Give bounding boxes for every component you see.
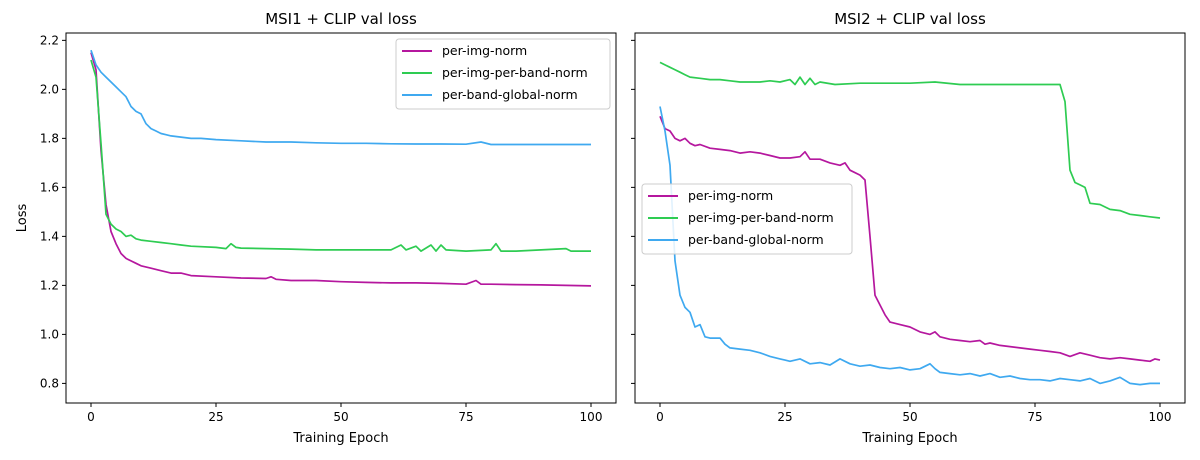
y-tick-label: 1.4 <box>40 229 59 243</box>
x-tick-label: 25 <box>777 410 792 424</box>
x-tick-label: 50 <box>902 410 917 424</box>
x-axis-label: Training Epoch <box>292 431 388 446</box>
chart-title: MSI1 + CLIP val loss <box>265 10 417 28</box>
legend: per-img-norm per-img-per-band-norm per-b… <box>395 38 611 110</box>
series-line-per-band-global-norm <box>659 106 1160 386</box>
series-line-per-img-norm <box>659 115 1161 363</box>
x-tick-label: 100 <box>580 410 603 424</box>
legend-box <box>641 183 853 255</box>
x-tick-label: 25 <box>208 410 223 424</box>
chart-title: MSI2 + CLIP val loss <box>834 10 986 28</box>
y-tick-label: 1.8 <box>40 131 59 145</box>
series-line-per-img-per-band-norm <box>659 61 1161 219</box>
x-tick-label: 0 <box>656 410 664 424</box>
legend-entry: per-img-per-band-norm <box>442 65 588 80</box>
series-lines <box>90 49 592 287</box>
legend-entry: per-band-global-norm <box>688 232 824 247</box>
y-axis-label: Loss <box>15 204 30 233</box>
y-tick-label: 1.2 <box>40 278 59 292</box>
axis-ticks: 0 25 50 75 100 0.8 1.0 1.2 1.4 1.6 1.8 2.0 2.2 <box>40 33 603 424</box>
chart-panel-msi1: MSI1 + CLIP val loss 0 25 50 75 100 0.8 1.0 1.2… <box>15 10 617 446</box>
series-line-per-img-norm <box>90 52 592 287</box>
chart-panel-msi2: MSI2 + CLIP val loss 0 25 50 75 100 Training… <box>631 10 1186 446</box>
y-tick-label: 1.6 <box>40 180 59 194</box>
y-tick-label: 2.2 <box>40 33 59 47</box>
x-tick-label: 75 <box>1027 410 1042 424</box>
legend-entry: per-img-norm <box>442 43 527 58</box>
x-tick-label: 0 <box>87 410 95 424</box>
x-axis-label: Training Epoch <box>861 431 957 446</box>
legend-box <box>395 38 611 110</box>
series-line-per-img-per-band-norm <box>90 59 591 252</box>
legend-entry: per-img-per-band-norm <box>688 210 834 225</box>
x-tick-label: 75 <box>458 410 473 424</box>
x-tick-label: 100 <box>1149 410 1172 424</box>
y-tick-label: 0.8 <box>40 376 59 390</box>
series-line-per-band-global-norm <box>90 49 591 146</box>
legend-entry: per-img-norm <box>688 188 773 203</box>
x-tick-label: 50 <box>333 410 348 424</box>
legend: per-img-norm per-img-per-band-norm per-b… <box>641 183 853 255</box>
axis-ticks: 0 25 50 75 100 <box>631 39 1172 424</box>
y-tick-label: 1.0 <box>40 327 59 341</box>
series-lines <box>659 61 1161 386</box>
y-tick-label: 2.0 <box>40 82 59 96</box>
legend-entry: per-band-global-norm <box>442 87 578 102</box>
